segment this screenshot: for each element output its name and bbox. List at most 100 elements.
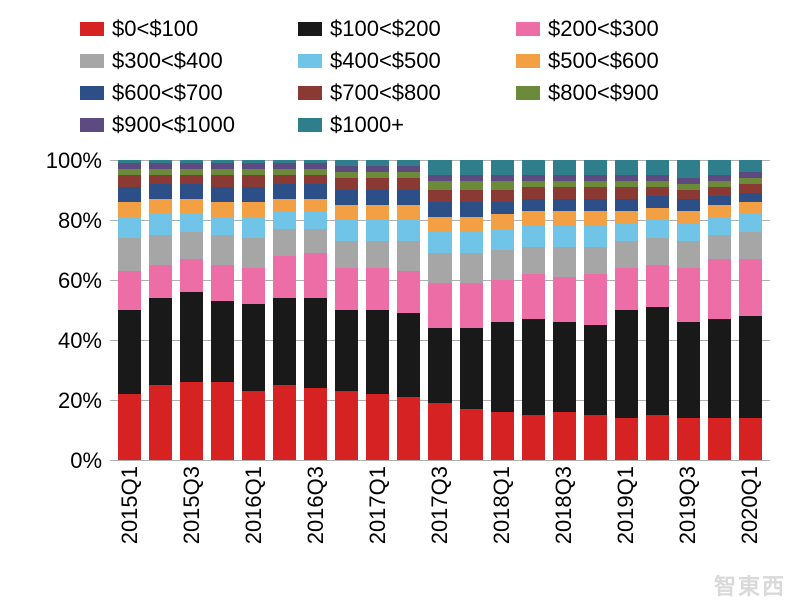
legend-item: $700<$800: [298, 80, 498, 106]
legend-label: $500<$600: [548, 48, 659, 74]
legend-swatch: [80, 22, 104, 36]
bar-segment: [304, 175, 327, 184]
bar: [366, 160, 389, 460]
bar-segment: [335, 190, 358, 205]
bar-segment: [553, 160, 576, 175]
bar-segment: [646, 415, 669, 460]
bar-segment: [553, 187, 576, 199]
bar-segment: [242, 238, 265, 268]
bar-segment: [677, 223, 700, 241]
chart-container: $0<$100$100<$200$200<$300$300<$400$400<$…: [0, 0, 800, 607]
bar-segment: [211, 235, 234, 265]
bar-segment: [149, 199, 172, 214]
y-axis-label: 20%: [58, 388, 102, 414]
bar-segment: [460, 232, 483, 253]
bar-segment: [584, 187, 607, 199]
legend-swatch: [80, 86, 104, 100]
bar-segment: [118, 175, 141, 187]
bar-segment: [460, 217, 483, 232]
bar-segment: [739, 316, 762, 418]
y-axis-label: 60%: [58, 268, 102, 294]
legend-row: $0<$100 $100<$200 $200<$300: [80, 16, 780, 48]
bar-segment: [118, 187, 141, 202]
legend-label: $300<$400: [112, 48, 223, 74]
bar-segment: [397, 397, 420, 460]
bar-segment: [460, 160, 483, 175]
legend-label: $100<$200: [330, 16, 441, 42]
bar-segment: [335, 268, 358, 310]
bar-segment: [615, 223, 638, 241]
legend-swatch: [298, 118, 322, 132]
bar-segment: [397, 190, 420, 205]
legend-row: $600<$700$700<$800$800<$900: [80, 80, 780, 112]
legend-label: $1000+: [330, 112, 404, 138]
legend-item: $0<$100: [80, 16, 280, 42]
bar-segment: [366, 268, 389, 310]
bar-segment: [211, 217, 234, 235]
bar-segment: [242, 268, 265, 304]
legend-item: $500<$600: [516, 48, 716, 74]
legend-label: $900<$1000: [112, 112, 235, 138]
legend-swatch: [80, 54, 104, 68]
bar-segment: [708, 187, 731, 196]
bar-segment: [708, 217, 731, 235]
bar-segment: [677, 160, 700, 178]
bar-segment: [118, 217, 141, 238]
bar-segment: [304, 229, 327, 253]
y-axis-label: 100%: [46, 148, 102, 174]
bar-segment: [584, 274, 607, 325]
bar-segment: [211, 382, 234, 460]
bar-segment: [491, 280, 514, 322]
bar-segment: [739, 184, 762, 193]
bar: [708, 160, 731, 460]
bar-segment: [304, 184, 327, 199]
bar-segment: [304, 388, 327, 460]
bar-segment: [118, 310, 141, 394]
legend-swatch: [516, 86, 540, 100]
bar: [615, 160, 638, 460]
bar: [304, 160, 327, 460]
bar-segment: [149, 385, 172, 460]
bar-segment: [273, 199, 296, 211]
bar-segment: [460, 181, 483, 190]
bar-segment: [553, 322, 576, 412]
legend-swatch: [298, 22, 322, 36]
bar-segment: [273, 256, 296, 298]
bar-segment: [522, 187, 545, 199]
bar-segment: [428, 253, 451, 283]
bar-segment: [522, 415, 545, 460]
bar: [428, 160, 451, 460]
bar-segment: [708, 259, 731, 319]
bar-segment: [397, 313, 420, 397]
bar-segment: [335, 178, 358, 190]
bar-segment: [211, 265, 234, 301]
bar-segment: [584, 226, 607, 247]
y-axis-label: 40%: [58, 328, 102, 354]
bar-segment: [522, 160, 545, 175]
bar-segment: [304, 199, 327, 211]
bar-segment: [708, 205, 731, 217]
legend-item: $600<$700: [80, 80, 280, 106]
bar-segment: [428, 403, 451, 460]
legend-item: $200<$300: [516, 16, 716, 42]
bar-segment: [646, 307, 669, 415]
bar-segment: [366, 190, 389, 205]
bar-segment: [273, 175, 296, 184]
bar-segment: [491, 322, 514, 412]
bar-segment: [491, 250, 514, 280]
bar-segment: [273, 385, 296, 460]
bar-segment: [739, 193, 762, 202]
bar-segment: [491, 181, 514, 190]
bar: [242, 160, 265, 460]
bar-segment: [646, 196, 669, 208]
bar-segment: [242, 304, 265, 391]
bar-segment: [242, 202, 265, 217]
bar-segment: [615, 187, 638, 199]
bar-segment: [335, 391, 358, 460]
bar-segment: [708, 418, 731, 460]
bar-segment: [366, 178, 389, 190]
bar-segment: [553, 247, 576, 277]
bar-segment: [615, 268, 638, 310]
bar-segment: [708, 319, 731, 418]
bar-segment: [180, 184, 203, 199]
